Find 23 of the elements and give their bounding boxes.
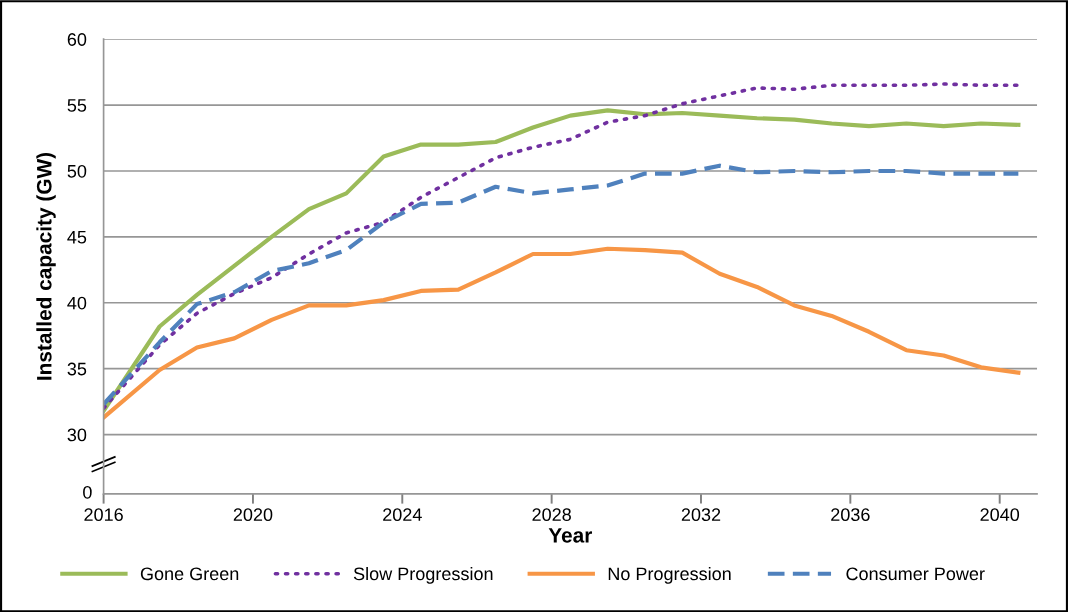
y-tick-label: 35 (67, 362, 87, 376)
x-axis-title: Year (548, 528, 593, 543)
x-tick-label: 2032 (681, 508, 721, 522)
y-tick-label: 60 (67, 33, 87, 46)
y-tick-label: 50 (67, 164, 87, 178)
line-series (103, 246, 1021, 420)
y-tick-label: 30 (67, 428, 87, 442)
x-tick-label: 2036 (831, 508, 870, 522)
legend-label: No Progression (608, 566, 731, 584)
legend-label: Gone Green (140, 567, 239, 581)
legend-label: Consumer Power (846, 567, 985, 581)
x-tick-label: 2016 (84, 508, 123, 522)
x-tick-label: 2040 (980, 508, 1020, 522)
x-tick-label: 2028 (532, 508, 571, 522)
y-axis-title: Installed capacity (GW) (36, 152, 56, 380)
x-tick-label: 2024 (383, 508, 422, 522)
legend-label: Slow Progression (353, 566, 493, 584)
y-tick-label: 40 (67, 296, 87, 310)
x-tick-label: 2020 (233, 508, 273, 522)
y-tick-label: 55 (67, 99, 87, 112)
y-tick-label: 45 (67, 230, 87, 244)
text: 0 (83, 485, 92, 499)
line-series (103, 163, 1021, 407)
